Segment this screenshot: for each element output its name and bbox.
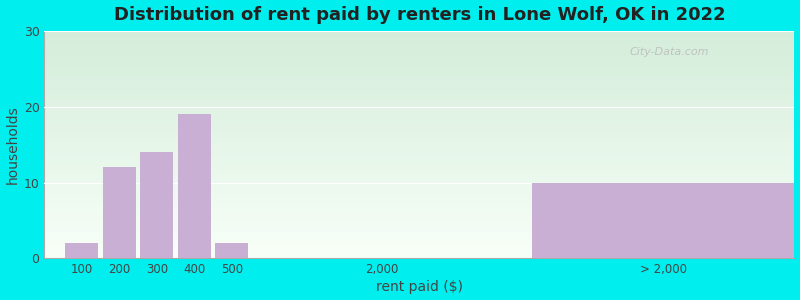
Bar [103, 167, 136, 258]
Title: Distribution of rent paid by renters in Lone Wolf, OK in 2022: Distribution of rent paid by renters in … [114, 6, 726, 24]
Bar [215, 243, 249, 258]
Y-axis label: households: households [6, 105, 19, 184]
Bar [532, 182, 794, 258]
X-axis label: rent paid ($): rent paid ($) [376, 280, 463, 294]
Text: City-Data.com: City-Data.com [630, 46, 709, 57]
Bar [66, 243, 98, 258]
Bar [178, 114, 211, 258]
Bar [141, 152, 174, 258]
